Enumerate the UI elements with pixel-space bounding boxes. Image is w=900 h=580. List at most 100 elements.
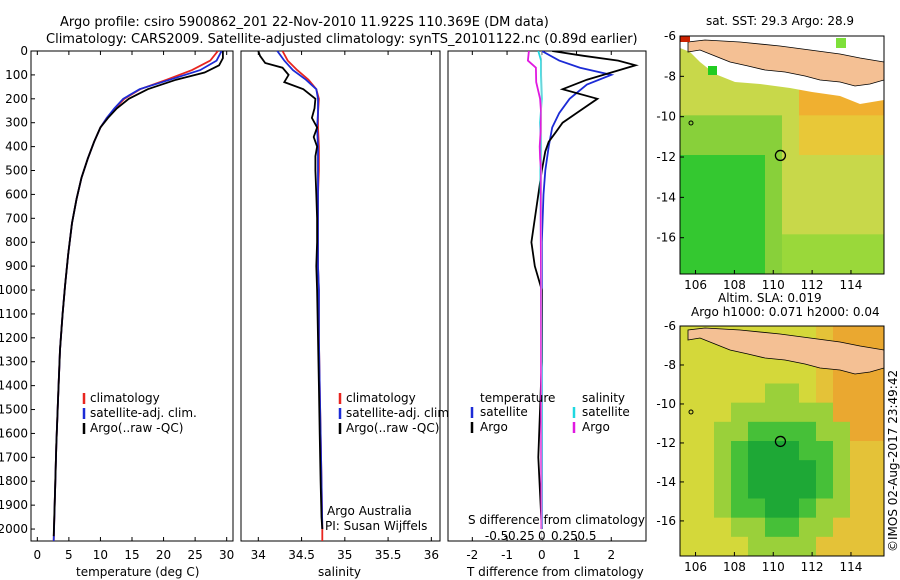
map-x-tick-label: 112 [801,278,824,292]
heat-cell [867,135,884,156]
heat-cell [714,441,732,461]
heat-cell [799,194,817,215]
x-tick-label: 34.5 [288,548,315,562]
heat-cell [748,95,766,116]
heat-cell [680,95,698,116]
difference-axes-frame [447,50,647,542]
x-tick-label: 1 [573,548,581,562]
x-tick-label: -1 [501,548,513,562]
heat-cell [714,460,732,480]
heat-cell [765,155,783,176]
heat-cell [782,441,800,461]
heat-cell [697,115,715,136]
heat-cell [714,383,732,404]
heat-cell [680,155,698,176]
map-x-tick-label: 110 [762,560,785,574]
t-difference-xlabel: T difference from climatology [466,565,644,579]
map-y-tick-label: -16 [656,231,676,245]
heat-cell [765,383,783,404]
sla-island [688,409,694,415]
sst-heat-cells [680,36,884,274]
heat-cell [714,214,732,235]
heat-cell [697,254,715,274]
depth-tick-label: 1300 [0,355,28,369]
heat-cell [850,479,868,499]
depth-tick-label: 600 [5,187,28,201]
heat-cell [867,234,884,255]
heat-cell [799,460,817,480]
heat-cell [850,498,868,519]
heat-cell [765,402,783,423]
heat-cell [833,234,851,255]
heat-cell [765,479,783,499]
heat-cell [765,174,783,196]
heat-cell [799,517,817,538]
heat-cell [748,421,766,442]
heat-cell [850,536,868,556]
heat-cell [731,402,749,423]
annotation-argo-australia: Argo Australia [327,504,412,518]
heat-cell [714,254,732,274]
legend-label: climatology [90,391,160,405]
heat-cell [731,498,749,519]
map-x-tick-label: 110 [762,278,785,292]
heat-cell [748,155,766,176]
title-line-2: Climatology: CARS2009. Satellite-adjuste… [46,32,638,47]
heat-cell [697,536,715,556]
heat-cell [697,498,715,519]
heat-cell [782,402,800,423]
heat-cell [680,75,698,96]
heat-cell [731,214,749,235]
salinity-x-ticks: 34 34.5 35 35.5 36 [251,51,439,562]
map-y-tick-label: -6 [664,29,676,43]
heat-cell [867,194,884,215]
heat-cell [680,135,698,156]
sst-cool-cell-2 [836,38,846,48]
heat-cell [816,460,834,480]
heat-cell [833,421,851,442]
heat-cell [833,115,851,136]
heat-cell [833,536,851,556]
x-tick-label: 20 [156,548,171,562]
heat-cell [714,421,732,442]
heat-cell [850,174,868,196]
depth-tick-label: 1600 [0,426,28,440]
heat-cell [867,421,884,442]
heat-cell [782,479,800,499]
depth-tick-label: 700 [5,211,28,225]
heat-cell [731,95,749,116]
heat-cell [850,441,868,461]
heat-cell [850,254,868,274]
heat-cell [765,517,783,538]
sst-java-landmass [687,39,884,87]
heat-cell [697,135,715,156]
heat-cell [833,95,851,116]
temperature-x-ticks: 0 5 10 15 20 25 30 [33,51,234,562]
heat-cell [714,345,732,365]
heat-cell [680,234,698,255]
sst-map-panel: sat. SST: 29.3 Argo: 28.9 106 108 110 112 11… [656,14,885,292]
map-y-tick-label: -12 [656,436,676,450]
heat-cell [782,498,800,519]
depth-tick-label: 500 [5,164,28,178]
sst-map-frame [679,35,885,275]
salinity-series [257,51,324,541]
heat-cell [833,155,851,176]
map-y-tick-label: -14 [656,475,676,489]
heat-cell [833,326,851,346]
heat-cell [850,214,868,235]
heat-cell [697,345,715,365]
s-diff-tick-label: 0 [538,529,546,543]
heat-cell [799,115,817,136]
heat-cell [765,364,783,384]
x-tick-label: -2 [466,548,478,562]
heat-cell [731,135,749,156]
heat-cell [697,460,715,480]
heat-cell [748,254,766,274]
heat-cell [697,364,715,384]
difference-panel: -2 -1 0 1 2 temperature salinitysatelliteArgo… [447,50,647,579]
heat-cell [714,402,732,423]
depth-tick-label: 1400 [0,379,28,393]
heat-cell [748,402,766,423]
